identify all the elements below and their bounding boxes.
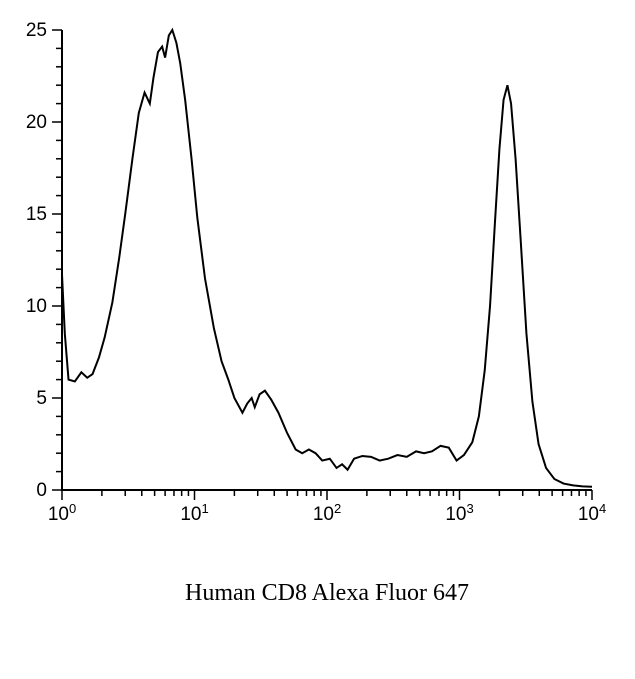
axis-frame: [62, 30, 592, 490]
x-tick-label: 104: [578, 501, 606, 526]
chart-svg: 0 5 10 15 20 25 100 101 102 103 104 Human CD8 Alexa…: [0, 0, 635, 679]
x-tick-label: 100: [48, 501, 76, 526]
y-tick-label: 25: [26, 20, 47, 41]
histogram-curve: [62, 30, 592, 487]
y-tick-label: 10: [26, 296, 47, 317]
x-tick-label: 101: [180, 501, 208, 526]
y-tick-label: 20: [26, 112, 47, 133]
x-axis-label: Human CD8 Alexa Fluor 647: [185, 580, 469, 606]
x-tick-label: 103: [445, 501, 473, 526]
y-tick-label: 0: [36, 480, 47, 501]
flow-cytometry-histogram: 0 5 10 15 20 25 100 101 102 103 104 Human CD8 Alexa…: [0, 0, 635, 679]
y-tick-label: 5: [36, 388, 47, 409]
y-tick-label: 15: [26, 204, 47, 225]
x-tick-label: 102: [313, 501, 341, 526]
